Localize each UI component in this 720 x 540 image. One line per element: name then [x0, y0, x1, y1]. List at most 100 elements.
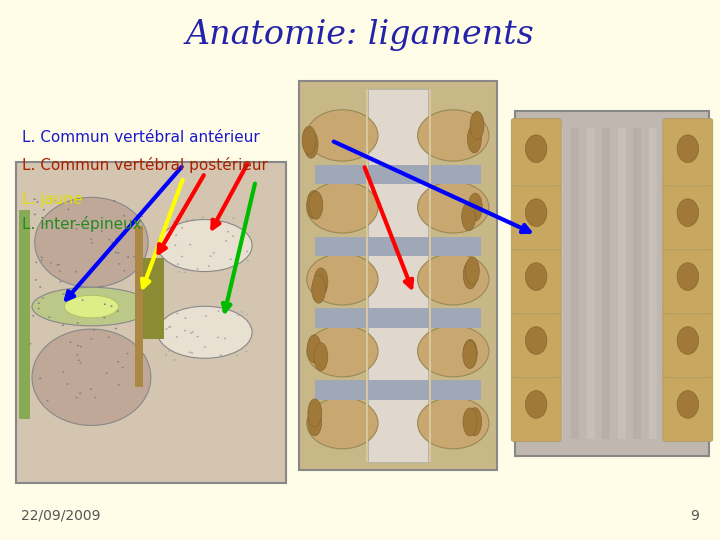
Ellipse shape: [418, 397, 489, 449]
Ellipse shape: [114, 328, 117, 329]
Ellipse shape: [225, 240, 228, 242]
Ellipse shape: [79, 393, 81, 394]
Ellipse shape: [26, 310, 28, 312]
Ellipse shape: [246, 314, 248, 315]
FancyBboxPatch shape: [663, 374, 713, 442]
Ellipse shape: [462, 202, 475, 231]
Ellipse shape: [307, 254, 378, 305]
Ellipse shape: [463, 261, 477, 289]
Ellipse shape: [32, 329, 151, 426]
FancyBboxPatch shape: [663, 246, 713, 314]
FancyBboxPatch shape: [663, 183, 713, 250]
FancyBboxPatch shape: [663, 310, 713, 378]
Ellipse shape: [470, 111, 484, 139]
Ellipse shape: [38, 302, 40, 304]
Ellipse shape: [43, 209, 45, 211]
FancyBboxPatch shape: [511, 183, 561, 250]
Ellipse shape: [55, 200, 57, 201]
Ellipse shape: [56, 264, 58, 266]
Ellipse shape: [217, 223, 219, 225]
Ellipse shape: [236, 354, 238, 356]
Ellipse shape: [78, 283, 81, 285]
Ellipse shape: [139, 301, 141, 303]
Ellipse shape: [118, 263, 120, 265]
Ellipse shape: [468, 408, 482, 436]
Ellipse shape: [32, 287, 151, 326]
Text: 9: 9: [690, 509, 699, 523]
Ellipse shape: [99, 286, 102, 288]
Ellipse shape: [220, 354, 222, 356]
Ellipse shape: [168, 350, 171, 352]
Text: 22/09/2009: 22/09/2009: [22, 509, 101, 523]
Ellipse shape: [221, 310, 223, 312]
FancyBboxPatch shape: [618, 128, 626, 439]
FancyBboxPatch shape: [315, 237, 481, 256]
Ellipse shape: [65, 295, 118, 318]
Ellipse shape: [127, 353, 129, 354]
Ellipse shape: [137, 282, 139, 284]
Ellipse shape: [677, 390, 698, 418]
Ellipse shape: [76, 322, 78, 324]
Ellipse shape: [192, 331, 194, 333]
Ellipse shape: [232, 235, 234, 237]
Ellipse shape: [222, 305, 225, 307]
FancyBboxPatch shape: [315, 165, 481, 184]
Ellipse shape: [189, 244, 192, 246]
Ellipse shape: [186, 219, 188, 221]
Ellipse shape: [227, 231, 229, 233]
Ellipse shape: [526, 199, 547, 226]
Ellipse shape: [465, 257, 480, 285]
Ellipse shape: [108, 336, 110, 338]
Ellipse shape: [39, 377, 41, 379]
Ellipse shape: [104, 303, 106, 305]
FancyBboxPatch shape: [649, 128, 657, 439]
Ellipse shape: [90, 238, 92, 240]
Ellipse shape: [246, 251, 248, 252]
Ellipse shape: [113, 200, 115, 202]
Ellipse shape: [63, 372, 65, 373]
FancyBboxPatch shape: [680, 128, 688, 439]
Ellipse shape: [247, 260, 249, 261]
Ellipse shape: [184, 272, 186, 273]
Ellipse shape: [34, 214, 36, 215]
Ellipse shape: [418, 254, 489, 305]
Ellipse shape: [158, 306, 252, 359]
Ellipse shape: [91, 338, 93, 340]
Ellipse shape: [94, 397, 96, 399]
Ellipse shape: [80, 346, 82, 348]
Ellipse shape: [111, 241, 113, 243]
Ellipse shape: [34, 198, 36, 200]
Ellipse shape: [181, 227, 183, 229]
Ellipse shape: [123, 270, 125, 272]
Ellipse shape: [76, 354, 78, 356]
Ellipse shape: [117, 361, 120, 362]
Ellipse shape: [176, 313, 179, 314]
Ellipse shape: [197, 268, 199, 270]
Ellipse shape: [174, 226, 176, 227]
Ellipse shape: [677, 327, 698, 354]
FancyBboxPatch shape: [524, 128, 532, 439]
FancyBboxPatch shape: [19, 210, 30, 419]
Ellipse shape: [32, 315, 35, 316]
Ellipse shape: [37, 201, 39, 203]
Ellipse shape: [191, 352, 193, 354]
Ellipse shape: [168, 326, 170, 328]
Ellipse shape: [46, 400, 48, 402]
Ellipse shape: [63, 293, 65, 295]
Ellipse shape: [35, 261, 37, 263]
FancyBboxPatch shape: [511, 310, 561, 378]
FancyBboxPatch shape: [556, 128, 563, 439]
FancyBboxPatch shape: [571, 128, 579, 439]
FancyBboxPatch shape: [663, 118, 713, 186]
Ellipse shape: [44, 223, 46, 225]
Ellipse shape: [467, 125, 481, 153]
FancyBboxPatch shape: [368, 89, 428, 462]
Ellipse shape: [190, 332, 192, 334]
Text: Anatomie: ligaments: Anatomie: ligaments: [186, 19, 534, 51]
Ellipse shape: [60, 281, 62, 282]
Ellipse shape: [59, 271, 61, 272]
Ellipse shape: [39, 286, 41, 288]
Text: L. inter-épineux: L. inter-épineux: [22, 216, 141, 232]
FancyBboxPatch shape: [515, 111, 709, 456]
FancyBboxPatch shape: [540, 128, 548, 439]
